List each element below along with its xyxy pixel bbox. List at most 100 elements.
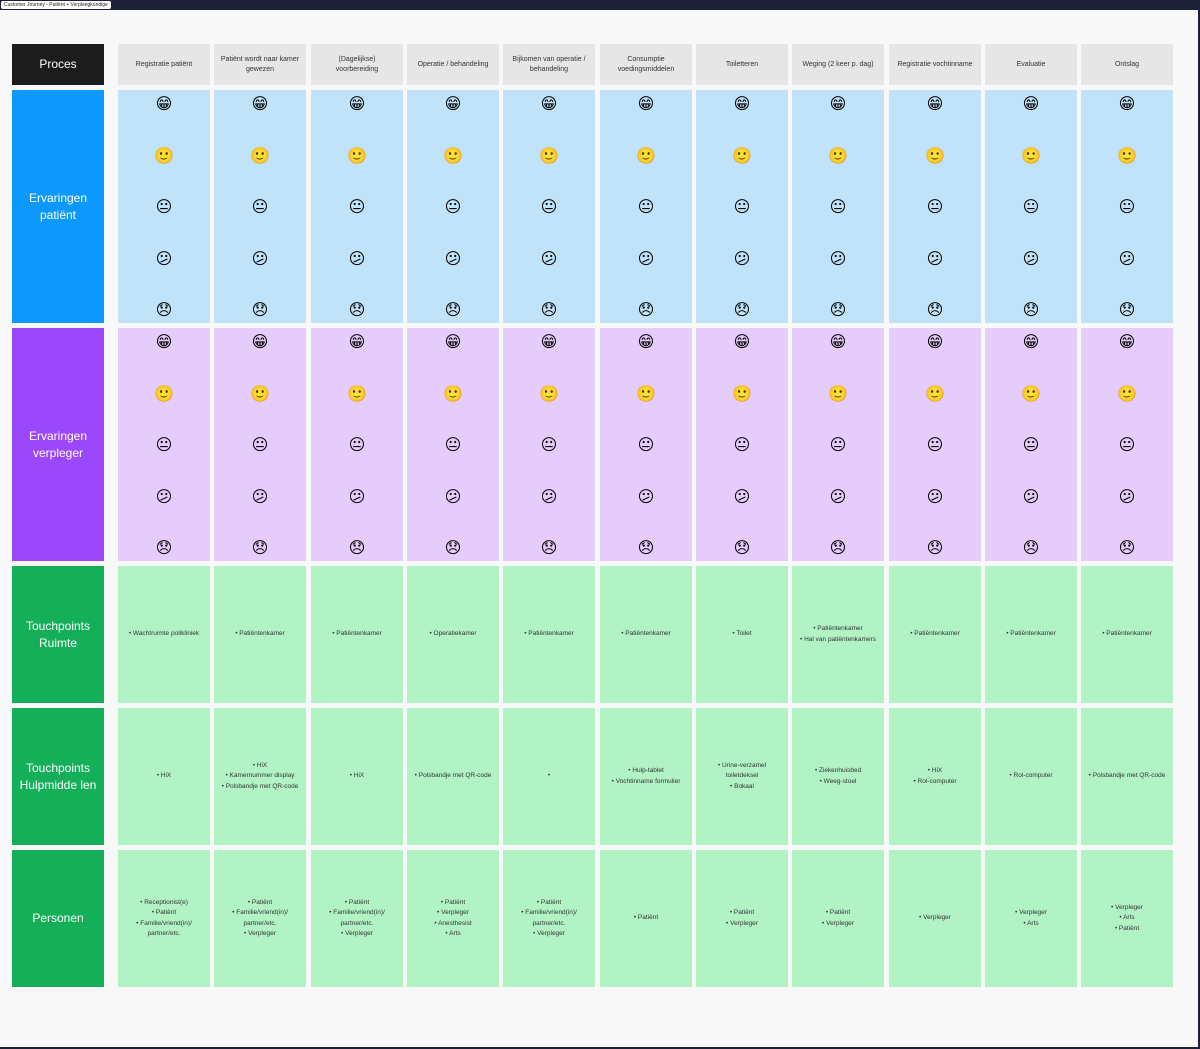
- confused-face-icon[interactable]: 😕: [926, 248, 944, 268]
- slightly-smiling-face-icon[interactable]: 🙂: [443, 383, 463, 403]
- row-label-touchpoints-ruimte[interactable]: Touchpoints Ruimte: [12, 566, 104, 703]
- slightly-smiling-face-icon[interactable]: 🙂: [443, 145, 463, 165]
- grinning-face-icon[interactable]: 😁: [1118, 94, 1136, 113]
- nurse-experience-cell[interactable]: 😁 🙂 😐 😕 😞: [792, 328, 884, 561]
- slightly-smiling-face-icon[interactable]: 🙂: [1021, 145, 1041, 165]
- disappointed-face-icon[interactable]: 😞: [829, 538, 847, 557]
- confused-face-icon[interactable]: 😕: [540, 248, 558, 268]
- touchpoint-ruimte-cell[interactable]: Patiëntenkamer: [985, 566, 1077, 703]
- patient-experience-cell[interactable]: 😁 🙂 😐 😕 😞: [214, 90, 306, 323]
- grinning-face-icon[interactable]: 😁: [348, 94, 366, 113]
- personen-cell[interactable]: VerplegerArtsPatiënt: [1081, 850, 1173, 987]
- neutral-face-icon[interactable]: 😐: [1022, 435, 1040, 454]
- confused-face-icon[interactable]: 😕: [829, 248, 847, 268]
- slightly-smiling-face-icon[interactable]: 🙂: [1117, 383, 1137, 403]
- personen-cell[interactable]: PatiëntFamilie/vriend(in)/ partner/etc.V…: [311, 850, 403, 987]
- personen-cell[interactable]: PatiëntVerpleger: [792, 850, 884, 987]
- grinning-face-icon[interactable]: 😁: [1022, 94, 1040, 113]
- confused-face-icon[interactable]: 😕: [444, 248, 462, 268]
- process-step-header[interactable]: Weging (2 keer p. dag): [792, 44, 884, 85]
- disappointed-face-icon[interactable]: 😞: [733, 300, 751, 319]
- patient-experience-cell[interactable]: 😁 🙂 😐 😕 😞: [407, 90, 499, 323]
- slightly-smiling-face-icon[interactable]: 🙂: [828, 383, 848, 403]
- touchpoint-ruimte-cell[interactable]: Patiëntenkamer: [600, 566, 692, 703]
- grinning-face-icon[interactable]: 😁: [540, 94, 558, 113]
- slightly-smiling-face-icon[interactable]: 🙂: [828, 145, 848, 165]
- touchpoint-ruimte-cell[interactable]: Operatiekamer: [407, 566, 499, 703]
- slightly-smiling-face-icon[interactable]: 🙂: [925, 383, 945, 403]
- neutral-face-icon[interactable]: 😐: [733, 197, 751, 216]
- patient-experience-cell[interactable]: 😁 🙂 😐 😕 😞: [985, 90, 1077, 323]
- row-label-ervaringen-patient[interactable]: Ervaringen patiënt: [12, 90, 104, 323]
- touchpoint-ruimte-cell[interactable]: PatiëntenkamerHal van patiëntenkamers: [792, 566, 884, 703]
- personen-cell[interactable]: PatiëntFamilie/vriend(in)/ partner/etc.V…: [503, 850, 595, 987]
- neutral-face-icon[interactable]: 😐: [1118, 435, 1136, 454]
- disappointed-face-icon[interactable]: 😞: [444, 300, 462, 319]
- nurse-experience-cell[interactable]: 😁 🙂 😐 😕 😞: [214, 328, 306, 561]
- grinning-face-icon[interactable]: 😁: [733, 94, 751, 113]
- disappointed-face-icon[interactable]: 😞: [251, 538, 269, 557]
- nurse-experience-cell[interactable]: 😁 🙂 😐 😕 😞: [311, 328, 403, 561]
- personen-cell[interactable]: PatiëntFamilie/vriend(in)/ partner/etc.V…: [214, 850, 306, 987]
- neutral-face-icon[interactable]: 😐: [926, 197, 944, 216]
- slightly-smiling-face-icon[interactable]: 🙂: [154, 383, 174, 403]
- patient-experience-cell[interactable]: 😁 🙂 😐 😕 😞: [792, 90, 884, 323]
- neutral-face-icon[interactable]: 😐: [444, 435, 462, 454]
- nurse-experience-cell[interactable]: 😁 🙂 😐 😕 😞: [696, 328, 788, 561]
- neutral-face-icon[interactable]: 😐: [540, 197, 558, 216]
- grinning-face-icon[interactable]: 😁: [926, 332, 944, 351]
- touchpoint-ruimte-cell[interactable]: Patiëntenkamer: [311, 566, 403, 703]
- disappointed-face-icon[interactable]: 😞: [251, 300, 269, 319]
- grinning-face-icon[interactable]: 😁: [829, 332, 847, 351]
- nurse-experience-cell[interactable]: 😁 🙂 😐 😕 😞: [600, 328, 692, 561]
- row-label-ervaringen-verpleger[interactable]: Ervaringen verpleger: [12, 328, 104, 561]
- disappointed-face-icon[interactable]: 😞: [1022, 300, 1040, 319]
- patient-experience-cell[interactable]: 😁 🙂 😐 😕 😞: [503, 90, 595, 323]
- disappointed-face-icon[interactable]: 😞: [926, 538, 944, 557]
- patient-experience-cell[interactable]: 😁 🙂 😐 😕 😞: [118, 90, 210, 323]
- process-step-header[interactable]: Consumptie voedingsmiddelen: [600, 44, 692, 85]
- confused-face-icon[interactable]: 😕: [829, 486, 847, 506]
- confused-face-icon[interactable]: 😕: [1022, 248, 1040, 268]
- slightly-smiling-face-icon[interactable]: 🙂: [732, 145, 752, 165]
- disappointed-face-icon[interactable]: 😞: [348, 300, 366, 319]
- patient-experience-cell[interactable]: 😁 🙂 😐 😕 😞: [600, 90, 692, 323]
- nurse-experience-cell[interactable]: 😁 🙂 😐 😕 😞: [985, 328, 1077, 561]
- grinning-face-icon[interactable]: 😁: [251, 332, 269, 351]
- grinning-face-icon[interactable]: 😁: [926, 94, 944, 113]
- disappointed-face-icon[interactable]: 😞: [348, 538, 366, 557]
- confused-face-icon[interactable]: 😕: [348, 486, 366, 506]
- grinning-face-icon[interactable]: 😁: [444, 332, 462, 351]
- grinning-face-icon[interactable]: 😁: [444, 94, 462, 113]
- personen-cell[interactable]: Receptionist(e)PatiëntFamilie/vriend(in)…: [118, 850, 210, 987]
- grinning-face-icon[interactable]: 😁: [637, 94, 655, 113]
- grinning-face-icon[interactable]: 😁: [540, 332, 558, 351]
- grinning-face-icon[interactable]: 😁: [1118, 332, 1136, 351]
- grinning-face-icon[interactable]: 😁: [829, 94, 847, 113]
- neutral-face-icon[interactable]: 😐: [444, 197, 462, 216]
- personen-cell[interactable]: Patiënt: [600, 850, 692, 987]
- nurse-experience-cell[interactable]: 😁 🙂 😐 😕 😞: [1081, 328, 1173, 561]
- touchpoint-hulpmiddelen-cell[interactable]: Polsbandje met QR-code: [1081, 708, 1173, 845]
- touchpoint-hulpmiddelen-cell[interactable]: Urine-verzamel toiletdekselBokaal: [696, 708, 788, 845]
- disappointed-face-icon[interactable]: 😞: [1022, 538, 1040, 557]
- confused-face-icon[interactable]: 😕: [926, 486, 944, 506]
- process-step-header[interactable]: (Dagelijkse) voorbereiding: [311, 44, 403, 85]
- confused-face-icon[interactable]: 😕: [155, 248, 173, 268]
- confused-face-icon[interactable]: 😕: [1022, 486, 1040, 506]
- slightly-smiling-face-icon[interactable]: 🙂: [1021, 383, 1041, 403]
- touchpoint-hulpmiddelen-cell[interactable]: Rol-computer: [985, 708, 1077, 845]
- neutral-face-icon[interactable]: 😐: [348, 197, 366, 216]
- row-label-touchpoints-hulpmiddelen[interactable]: Touchpoints Hulpmidde len: [12, 708, 104, 845]
- nurse-experience-cell[interactable]: 😁 🙂 😐 😕 😞: [118, 328, 210, 561]
- confused-face-icon[interactable]: 😕: [733, 248, 751, 268]
- slightly-smiling-face-icon[interactable]: 🙂: [250, 145, 270, 165]
- confused-face-icon[interactable]: 😕: [1118, 248, 1136, 268]
- grinning-face-icon[interactable]: 😁: [155, 332, 173, 351]
- neutral-face-icon[interactable]: 😐: [251, 435, 269, 454]
- patient-experience-cell[interactable]: 😁 🙂 😐 😕 😞: [889, 90, 981, 323]
- neutral-face-icon[interactable]: 😐: [251, 197, 269, 216]
- process-step-header[interactable]: Evaluatie: [985, 44, 1077, 85]
- grinning-face-icon[interactable]: 😁: [1022, 332, 1040, 351]
- confused-face-icon[interactable]: 😕: [540, 486, 558, 506]
